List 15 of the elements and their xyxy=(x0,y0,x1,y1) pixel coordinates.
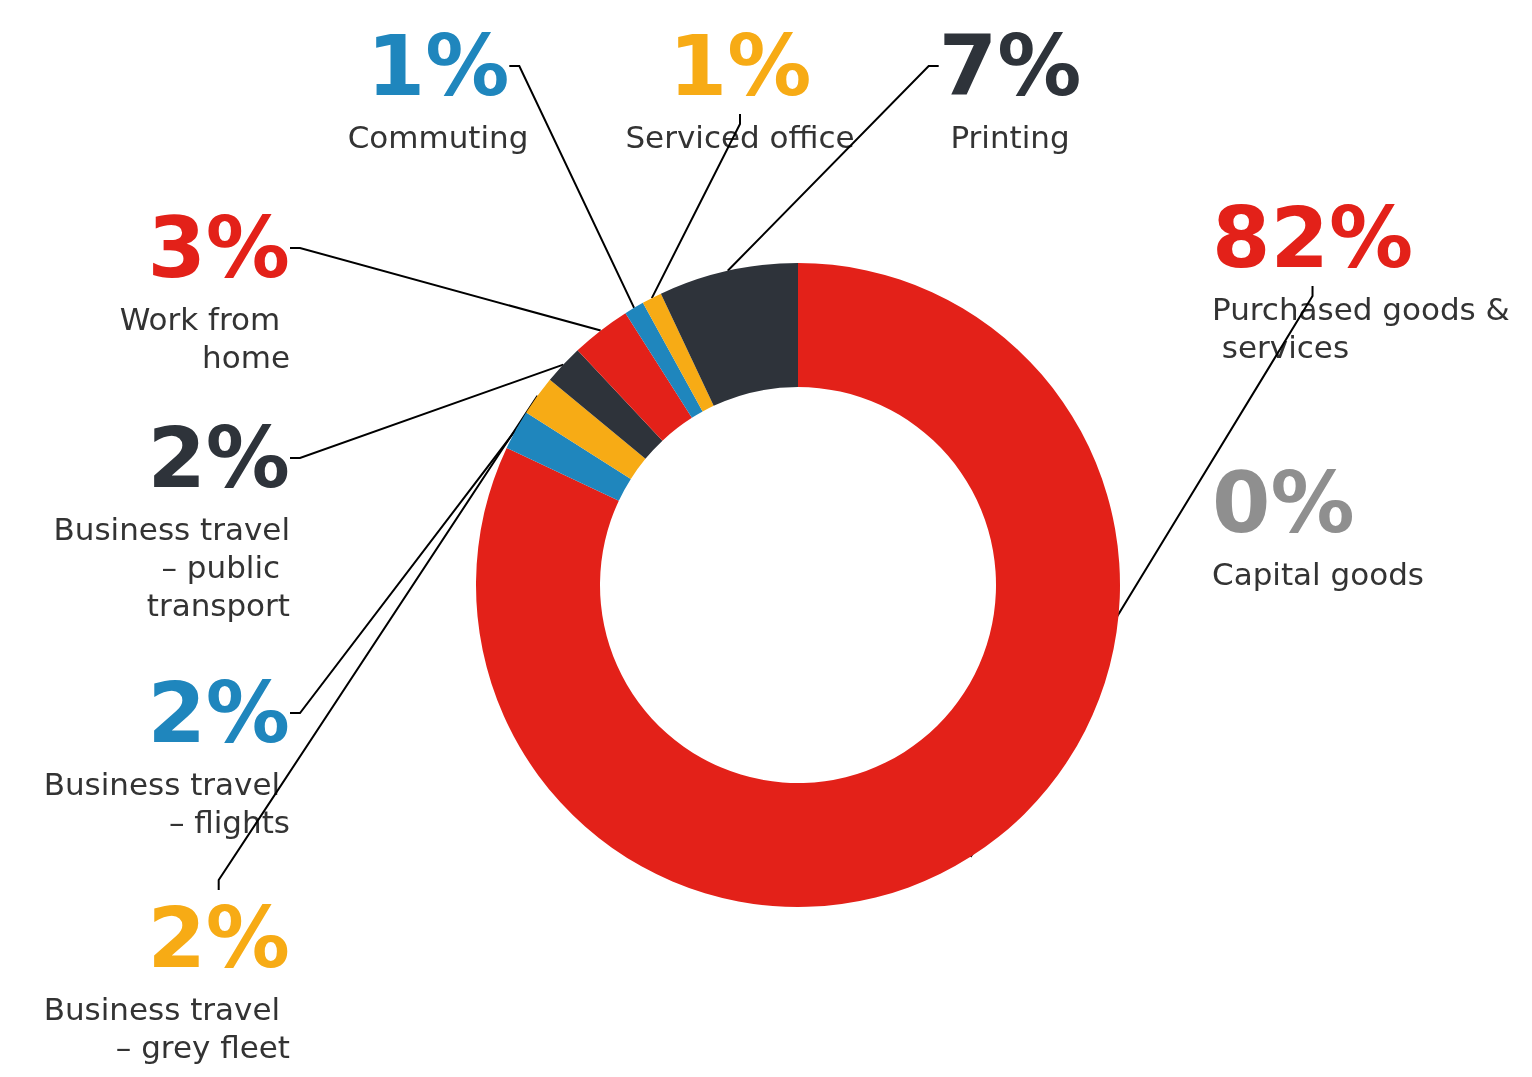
data-label: 3% xyxy=(147,199,290,297)
slice-label: Business travel – grey fleet xyxy=(43,991,290,1065)
data-label: 1% xyxy=(668,17,812,115)
slice-label: Printing xyxy=(950,119,1070,155)
data-label: 2% xyxy=(147,889,290,987)
slice-label: Business travel – public transport xyxy=(53,511,290,623)
data-label: 2% xyxy=(147,409,290,507)
slice-label: Commuting xyxy=(347,119,529,155)
category-label: Capital goods xyxy=(1212,556,1424,592)
data-label: 1% xyxy=(366,17,510,115)
data-label: 82% xyxy=(1212,189,1414,287)
data-label: 7% xyxy=(938,17,1082,115)
data-label: 2% xyxy=(147,664,290,762)
slice-label: Work from home xyxy=(119,301,290,375)
text: 0% xyxy=(1212,454,1355,552)
